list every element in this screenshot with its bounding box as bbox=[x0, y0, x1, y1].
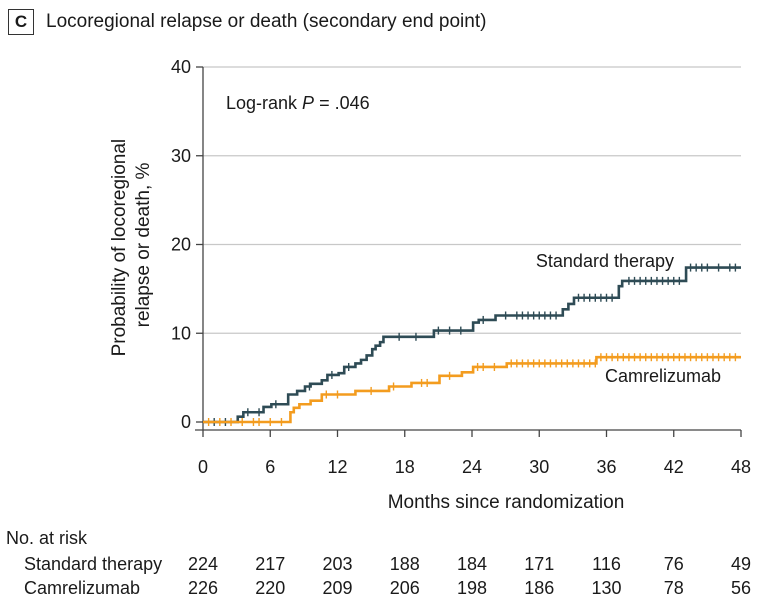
x-axis-title: Months since randomization bbox=[388, 492, 625, 513]
risk-cell: 220 bbox=[255, 578, 286, 598]
risk-cell: 226 bbox=[187, 578, 219, 598]
risk-row-label: Standard therapy bbox=[24, 554, 163, 574]
panel-header: C Locoregional relapse or death (seconda… bbox=[8, 7, 486, 37]
x-tick-label-12: 12 bbox=[327, 457, 347, 477]
y-axis-title: Probability of locoregional relapse or d… bbox=[109, 134, 154, 357]
km-line-camrelizumab bbox=[203, 355, 741, 424]
x-tick-label-36: 36 bbox=[596, 457, 616, 477]
y-tick-label-0: 0 bbox=[181, 412, 191, 432]
x-tick-label-24: 24 bbox=[462, 457, 482, 477]
risk-cell: 49 bbox=[730, 554, 752, 574]
risk-cell: 198 bbox=[456, 578, 488, 598]
logrank-value: = .046 bbox=[314, 93, 370, 113]
series-layer bbox=[203, 263, 741, 426]
risk-cell: 78 bbox=[663, 578, 684, 598]
grid-layer bbox=[203, 66, 741, 334]
risk-cell: 171 bbox=[524, 554, 555, 574]
risk-table: No. at risk Standard therapy 224 217 203 188… bbox=[0, 528, 767, 608]
risk-cell: 206 bbox=[389, 578, 420, 598]
km-chart: 0 10 20 30 40 0 6 12 18 24 30 36 42 48 Log-rank P = .… bbox=[109, 57, 751, 513]
y-tick-label-40: 40 bbox=[171, 57, 191, 77]
y-tick-label-20: 20 bbox=[171, 235, 191, 255]
risk-cell: 188 bbox=[389, 554, 420, 574]
y-tick-label-10: 10 bbox=[171, 323, 191, 343]
panel-letter: C bbox=[8, 9, 34, 35]
risk-cell: 209 bbox=[322, 578, 353, 598]
axis-layer: 0 10 20 30 40 0 6 12 18 24 30 36 42 48 bbox=[171, 57, 751, 477]
logrank-prefix: Log-rank bbox=[226, 93, 302, 113]
risk-cell: 184 bbox=[456, 554, 488, 574]
x-tick-label-18: 18 bbox=[395, 457, 415, 477]
risk-cell: 186 bbox=[524, 578, 555, 598]
risk-row-label: Camrelizumab bbox=[24, 578, 141, 598]
series-label-standard: Standard therapy bbox=[536, 251, 674, 271]
panel-title: Locoregional relapse or death (secondary… bbox=[46, 11, 487, 32]
risk-cell: 130 bbox=[591, 578, 622, 598]
risk-cell: 76 bbox=[663, 554, 684, 574]
x-tick-label-48: 48 bbox=[731, 457, 751, 477]
series-label-camrelizumab: Camrelizumab bbox=[605, 366, 721, 386]
y-axis-title-line-2: relapse or death, % bbox=[133, 163, 154, 328]
x-tick-label-42: 42 bbox=[664, 457, 684, 477]
risk-cell: 203 bbox=[322, 554, 353, 574]
y-axis-title-line-1: Probability of locoregional bbox=[109, 139, 130, 357]
risk-table-heading: No. at risk bbox=[6, 528, 88, 548]
risk-cell: 116 bbox=[592, 554, 621, 574]
y-tick-label-30: 30 bbox=[171, 146, 191, 166]
logrank-p: P bbox=[302, 93, 314, 113]
risk-cell: 56 bbox=[730, 578, 752, 598]
x-tick-label-0: 0 bbox=[198, 457, 208, 477]
x-tick-label-6: 6 bbox=[265, 457, 275, 477]
risk-cell: 217 bbox=[255, 554, 286, 574]
km-line-standard-therapy bbox=[203, 266, 741, 424]
x-tick-label-30: 30 bbox=[529, 457, 549, 477]
logrank-annotation: Log-rank P = .046 bbox=[226, 93, 370, 113]
risk-cell: 224 bbox=[187, 554, 219, 574]
